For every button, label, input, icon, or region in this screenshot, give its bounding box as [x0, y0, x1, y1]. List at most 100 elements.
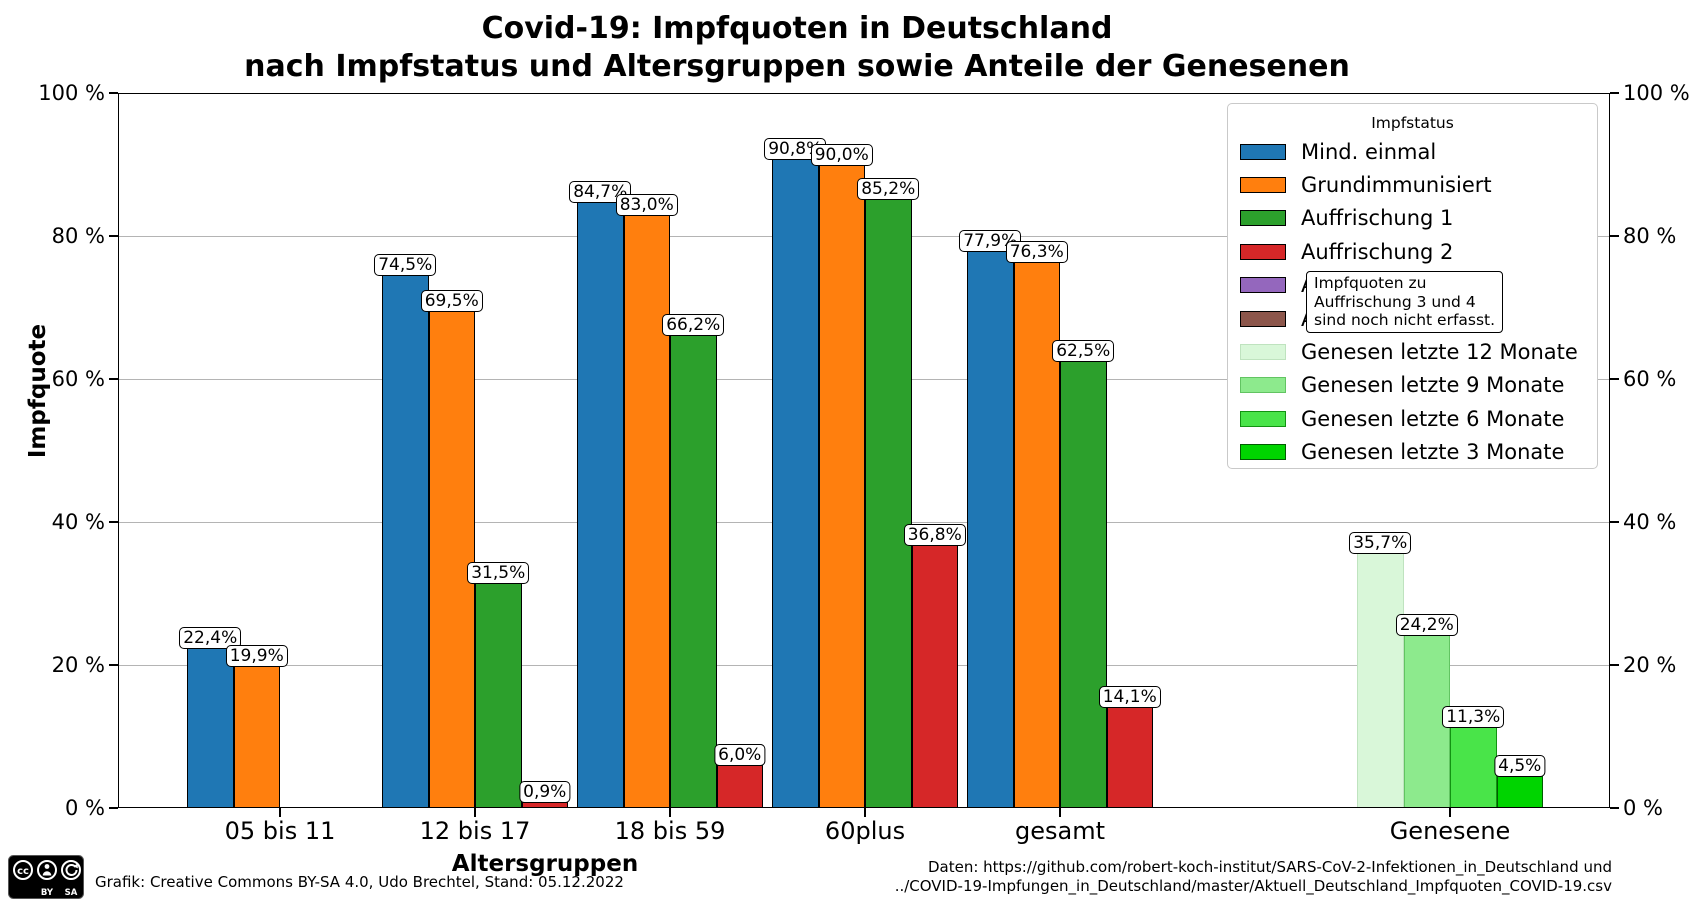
- bar-auffrischung-1-12-bis-17: [475, 582, 522, 808]
- legend-swatch-icon: [1240, 243, 1286, 260]
- legend-swatch-icon: [1240, 410, 1286, 427]
- person-icon: [44, 864, 50, 869]
- bar-value-label: 0,9%: [519, 780, 571, 803]
- bar-auffrischung-2-60plus: [911, 544, 958, 808]
- bar-grundimmunisiert-12-bis-17: [428, 311, 475, 808]
- bar-mind-einmal-18-bis-59: [577, 202, 624, 808]
- x-tickmark: [1449, 808, 1451, 817]
- legend-label: Grundimmunisiert: [1301, 173, 1492, 198]
- bar-grundimmunisiert-60plus: [818, 164, 865, 808]
- y-tick-label-left: 20 %: [51, 653, 105, 677]
- bar-value-label: 74,5%: [374, 254, 437, 277]
- y-tickmark-left: [109, 92, 118, 94]
- legend-title: Impfstatus: [1371, 114, 1454, 132]
- legend-item-auffrischung-1: Auffrischung 1: [1228, 202, 1597, 235]
- attribution-text: Grafik: Creative Commons BY-SA 4.0, Udo …: [95, 873, 624, 891]
- y-tickmark-left: [109, 378, 118, 380]
- y-tick-label-left: 0 %: [65, 796, 105, 820]
- y-tick-label-left: 40 %: [51, 510, 105, 534]
- chart-subtitle: nach Impfstatus und Altersgruppen sowie …: [244, 49, 1350, 84]
- annotation-line: Auffrischung 3 und 4: [1314, 292, 1476, 311]
- data-source-text: Daten: https://github.com/robert-koch-in…: [895, 858, 1612, 896]
- cc-icon: cc: [17, 866, 29, 877]
- chart-title: Covid-19: Impfquoten in Deutschland: [481, 11, 1113, 46]
- x-tickmark: [1059, 808, 1061, 817]
- legend-label: Genesen letzte 3 Monate: [1301, 440, 1565, 465]
- bar-value-label: 62,5%: [1052, 340, 1115, 363]
- bar-value-label: 24,2%: [1395, 613, 1458, 636]
- x-tickmark: [279, 808, 281, 817]
- data-source-line: ../COVID-19-Impfungen_in_Deutschland/mas…: [894, 877, 1612, 895]
- y-tick-label-right: 40 %: [1623, 510, 1677, 534]
- bar-genesen-letzte-3-monate-genesene: [1496, 775, 1543, 808]
- x-tick-label-gesamt: gesamt: [1015, 817, 1105, 845]
- bar-value-label: 6,0%: [714, 744, 766, 767]
- bar-value-label: 76,3%: [1005, 241, 1068, 264]
- legend-item-mind-einmal: Mind. einmal: [1228, 135, 1597, 168]
- legend-swatch-icon: [1240, 210, 1286, 227]
- y-tick-label-right: 100 %: [1623, 81, 1690, 105]
- x-tick-label-60plus: 60plus: [824, 817, 906, 845]
- bar-auffrischung-2-18-bis-59: [716, 765, 763, 808]
- y-tickmark-right: [1610, 378, 1619, 380]
- x-tick-label-genesene: Genesene: [1389, 817, 1511, 845]
- bar-value-label: 4,5%: [1494, 754, 1546, 777]
- legend-swatch-icon: [1240, 444, 1286, 461]
- bar-mind-einmal-12-bis-17: [382, 275, 429, 808]
- y-tick-label-right: 80 %: [1623, 224, 1677, 248]
- bar-value-label: 31,5%: [467, 561, 530, 584]
- annotation-note: Impfquoten zu Auffrischung 3 und 4 sind …: [1306, 271, 1504, 333]
- bar-value-label: 22,4%: [179, 626, 242, 649]
- legend-swatch-icon: [1240, 344, 1286, 361]
- legend-item-genesen-letzte-9-monate: Genesen letzte 9 Monate: [1228, 369, 1597, 402]
- y-tickmark-left: [109, 807, 118, 809]
- bar-mind-einmal-05-bis-11: [187, 647, 234, 808]
- bar-grundimmunisiert-05-bis-11: [233, 665, 280, 808]
- sa-label: SA: [65, 888, 78, 898]
- x-tickmark: [474, 808, 476, 817]
- bar-genesen-letzte-12-monate-genesene: [1357, 552, 1404, 808]
- legend-swatch-icon: [1240, 377, 1286, 394]
- legend-item-genesen-letzte-6-monate: Genesen letzte 6 Monate: [1228, 402, 1597, 435]
- x-tick-label-05-bis-11: 05 bis 11: [224, 817, 336, 845]
- legend-swatch-icon: [1240, 177, 1286, 194]
- bar-value-label: 66,2%: [662, 313, 725, 336]
- y-tickmark-left: [109, 235, 118, 237]
- legend-item-auffrischung-2: Auffrischung 2: [1228, 235, 1597, 268]
- bar-mind-einmal-60plus: [772, 158, 819, 808]
- bar-mind-einmal-gesamt: [967, 251, 1014, 808]
- y-tickmark-right: [1610, 664, 1619, 666]
- bar-value-label: 90,0%: [810, 143, 873, 166]
- annotation-line: Impfquoten zu: [1314, 274, 1427, 292]
- share-alike-arrow-icon: [65, 864, 78, 876]
- legend-swatch-icon: [1240, 143, 1286, 160]
- legend-label: Auffrischung 1: [1301, 206, 1454, 231]
- data-source-line: Daten: https://github.com/robert-koch-in…: [927, 858, 1612, 876]
- y-tick-label-right: 20 %: [1623, 653, 1677, 677]
- bar-genesen-letzte-6-monate-genesene: [1450, 727, 1497, 808]
- chart-title-block: Covid-19: Impfquoten in Deutschland nach…: [0, 10, 1594, 86]
- legend-item-genesen-letzte-3-monate: Genesen letzte 3 Monate: [1228, 436, 1597, 469]
- bar-auffrischung-1-gesamt: [1060, 361, 1107, 808]
- y-tick-label-left: 80 %: [51, 224, 105, 248]
- x-tick-label-18-bis-59: 18 bis 59: [614, 817, 726, 845]
- legend-label: Genesen letzte 6 Monate: [1301, 406, 1565, 431]
- bar-value-label: 85,2%: [857, 177, 920, 200]
- bar-value-label: 69,5%: [420, 290, 483, 313]
- legend-label: Genesen letzte 9 Monate: [1301, 373, 1565, 398]
- y-tick-label-right: 60 %: [1623, 367, 1677, 391]
- y-tickmark-right: [1610, 807, 1619, 809]
- x-tickmark: [669, 808, 671, 817]
- bar-value-label: 19,9%: [225, 644, 288, 667]
- legend-swatch-icon: [1240, 310, 1286, 327]
- y-tickmark-left: [109, 521, 118, 523]
- y-tick-label-right: 0 %: [1623, 796, 1663, 820]
- y-tickmark-right: [1610, 235, 1619, 237]
- bar-grundimmunisiert-18-bis-59: [623, 214, 670, 808]
- y-tickmark-right: [1610, 521, 1619, 523]
- legend-label: Auffrischung 2: [1301, 239, 1454, 264]
- legend-item-genesen-letzte-12-monate: Genesen letzte 12 Monate: [1228, 335, 1597, 368]
- bar-value-label: 35,7%: [1349, 531, 1412, 554]
